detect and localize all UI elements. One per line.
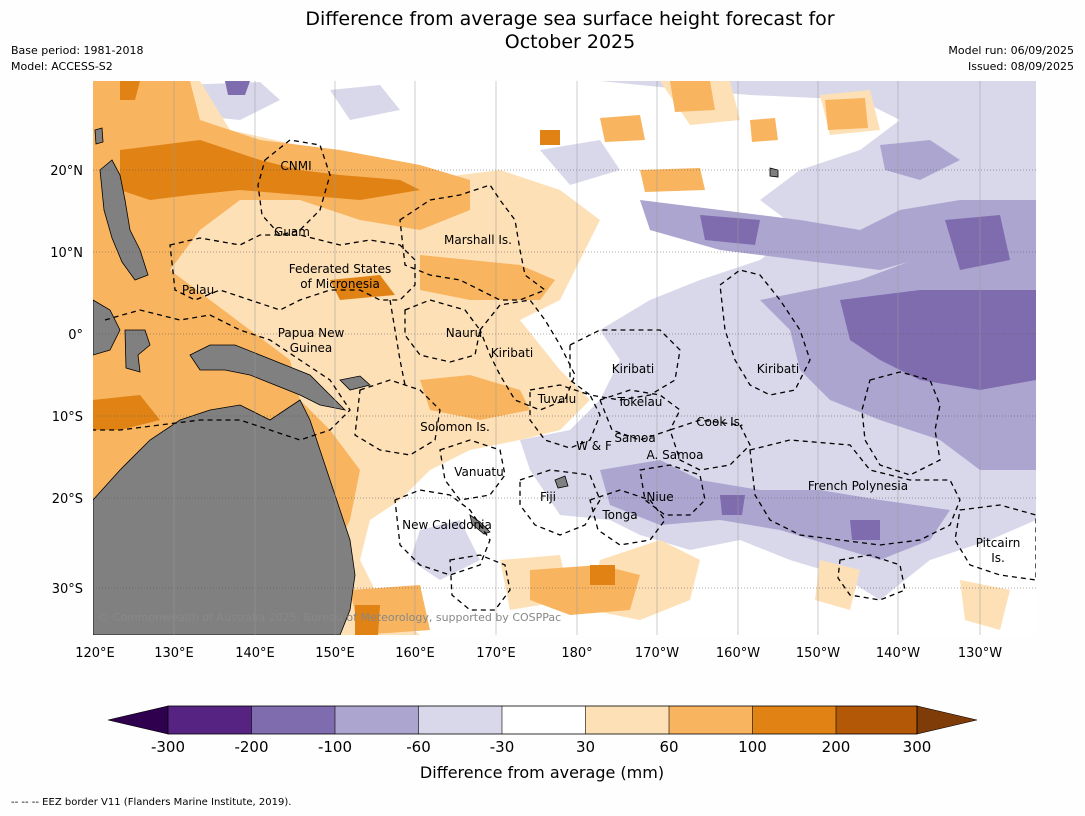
label-fsm-line2: of Micronesia bbox=[300, 277, 380, 291]
colorbar-segment bbox=[752, 706, 836, 734]
colorbar-low-extend bbox=[107, 705, 169, 735]
label-nauru: Nauru bbox=[446, 326, 482, 340]
colorbar-high-extend bbox=[916, 705, 978, 735]
philippines-landmass bbox=[99, 159, 149, 281]
colorbar-segment bbox=[168, 706, 252, 734]
y-tick: 20°N bbox=[50, 164, 83, 179]
colorbar-title: Difference from average (mm) bbox=[420, 763, 664, 782]
map-area: CNMI Guam Marshall Is. Federated States … bbox=[93, 81, 1036, 635]
model-run: Model run: 06/09/2025 bbox=[948, 44, 1074, 57]
colorbar-tick: 100 bbox=[738, 738, 767, 756]
x-tick: 170°W bbox=[635, 646, 679, 661]
label-palau: Palau bbox=[182, 283, 214, 297]
label-png-line2: Guinea bbox=[290, 341, 333, 355]
label-samoa: Samoa bbox=[614, 431, 655, 445]
label-solomon-islands: Solomon Is. bbox=[420, 420, 490, 434]
label-tokelau: Tokelau bbox=[617, 395, 663, 409]
issued-date: Issued: 08/09/2025 bbox=[967, 60, 1074, 73]
x-tick: 130°E bbox=[154, 646, 194, 661]
sulawesi-landmass bbox=[124, 329, 151, 373]
label-cnmi: CNMI bbox=[280, 159, 311, 173]
colorbar-segment bbox=[251, 706, 335, 734]
meta-left: Base period: 1981-2018 Model: ACCESS-S2 bbox=[11, 43, 143, 75]
x-tick: 150°E bbox=[315, 646, 355, 661]
colorbar-tick: -30 bbox=[490, 738, 515, 756]
colorbar-tick: 30 bbox=[576, 738, 595, 756]
title-line-1: Difference from average sea surface heig… bbox=[305, 8, 835, 30]
graticule bbox=[93, 169, 1036, 589]
label-wallis-futuna: W & F bbox=[576, 439, 612, 453]
label-png-line1: Papua New bbox=[278, 326, 345, 340]
label-kiribati-central: Kiribati bbox=[612, 362, 654, 376]
label-french-polynesia: French Polynesia bbox=[808, 479, 908, 493]
anomaly-dark-purple bbox=[145, 81, 1036, 620]
colorbar-tick: -200 bbox=[234, 738, 268, 756]
label-guam: Guam bbox=[274, 225, 310, 239]
y-axis-labels: 20°N 10°N 0° 10°S 20°S 30°S bbox=[50, 164, 83, 597]
colorbar-tick: -300 bbox=[151, 738, 185, 756]
x-tick: 180° bbox=[561, 646, 592, 661]
label-niue: Niue bbox=[646, 490, 673, 504]
borneo-landmass bbox=[93, 299, 121, 356]
label-american-samoa: A. Samoa bbox=[647, 448, 704, 462]
x-tick: 130°W bbox=[958, 646, 1002, 661]
label-cook-islands: Cook Is. bbox=[696, 415, 743, 429]
y-tick: 20°S bbox=[52, 492, 83, 507]
label-pitcairn-line2: Is. bbox=[991, 551, 1005, 565]
x-tick: 120°E bbox=[75, 646, 115, 661]
title-line-2: October 2025 bbox=[504, 31, 636, 53]
y-tick: 10°S bbox=[52, 410, 83, 425]
copyright-credit: © Commonwealth of Australia 2025, Bureau… bbox=[98, 611, 561, 624]
label-fiji: Fiji bbox=[540, 490, 556, 504]
colorbar: -300 -200 -100 -60 -30 30 60 100 200 300… bbox=[107, 705, 978, 782]
label-kiribati-west: Kiribati bbox=[491, 346, 533, 360]
meta-right: Model run: 06/09/2025 Issued: 08/09/2025 bbox=[948, 43, 1074, 75]
colorbar-tick: 60 bbox=[659, 738, 678, 756]
new-britain-landmass bbox=[339, 375, 371, 391]
eez-borders bbox=[93, 139, 1036, 611]
colorbar-tick: 200 bbox=[822, 738, 851, 756]
land-masses bbox=[93, 127, 779, 635]
x-tick: 150°W bbox=[796, 646, 840, 661]
base-period: Base period: 1981-2018 bbox=[11, 44, 144, 57]
colorbar-tick: -60 bbox=[406, 738, 431, 756]
hawaii-landmass bbox=[769, 167, 779, 178]
colorbar-segment bbox=[418, 706, 502, 734]
colorbar-tick: -100 bbox=[318, 738, 352, 756]
colorbar-segment bbox=[585, 706, 669, 734]
map-title: Difference from average sea surface heig… bbox=[270, 8, 870, 54]
label-tonga: Tonga bbox=[601, 508, 637, 522]
colorbar-segment bbox=[335, 706, 419, 734]
label-pitcairn-line1: Pitcairn bbox=[976, 536, 1021, 550]
x-tick: 160°E bbox=[395, 646, 435, 661]
label-fsm-line1: Federated States bbox=[289, 262, 391, 276]
eez-footnote: -- -- -- EEZ border V11 (Flanders Marine… bbox=[11, 797, 292, 808]
colorbar-segment bbox=[502, 706, 586, 734]
colorbar-segment bbox=[836, 706, 917, 734]
colorbar-tick: 300 bbox=[903, 738, 932, 756]
y-tick: 0° bbox=[68, 328, 83, 343]
meridians bbox=[173, 81, 981, 635]
x-tick: 140°E bbox=[235, 646, 275, 661]
label-kiribati-east: Kiribati bbox=[757, 362, 799, 376]
taiwan-landmass bbox=[94, 127, 104, 145]
colorbar-segment bbox=[669, 706, 753, 734]
place-labels: CNMI Guam Marshall Is. Federated States … bbox=[182, 159, 1020, 565]
x-tick: 140°W bbox=[876, 646, 920, 661]
colorbar-ticks: -300 -200 -100 -60 -30 30 60 100 200 300 bbox=[151, 738, 931, 756]
y-tick: 30°S bbox=[52, 582, 83, 597]
label-vanuatu: Vanuatu bbox=[454, 465, 504, 479]
fiji-landmass bbox=[554, 475, 569, 489]
australia-landmass bbox=[93, 399, 356, 635]
label-tuvalu: Tuvalu bbox=[537, 392, 577, 406]
x-tick: 170°E bbox=[476, 646, 516, 661]
x-tick: 160°W bbox=[716, 646, 760, 661]
label-new-caledonia: New Caledonia bbox=[402, 518, 492, 532]
model-name: Model: ACCESS-S2 bbox=[11, 60, 113, 73]
new-guinea-landmass bbox=[189, 344, 347, 411]
label-marshall-islands: Marshall Is. bbox=[444, 233, 512, 247]
x-axis-labels: 120°E 130°E 140°E 150°E 160°E 170°E 180°… bbox=[75, 646, 1002, 661]
y-tick: 10°N bbox=[50, 246, 83, 261]
